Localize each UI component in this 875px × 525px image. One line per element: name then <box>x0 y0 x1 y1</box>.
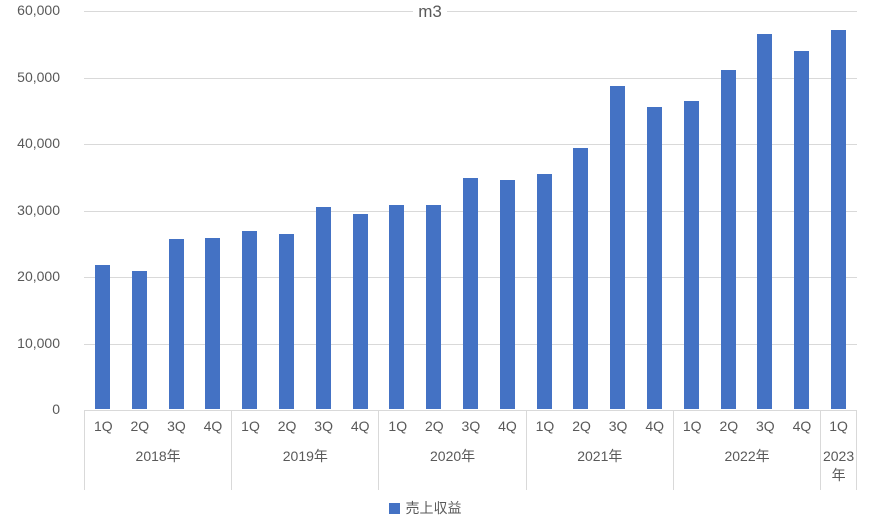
quarter-label: 3Q <box>608 418 628 434</box>
x-group-2020年: 1Q 2Q 3Q 4Q 2020年 <box>378 410 525 490</box>
quarter-label-row: 1Q 2Q 3Q 4Q <box>232 410 378 442</box>
bar-2020年-4Q <box>499 179 515 409</box>
bar-2018年-1Q <box>94 265 110 409</box>
quarter-label: 2Q <box>277 418 297 434</box>
year-label: 2018年 <box>135 448 181 464</box>
quarter-label-row: 1Q 2Q 3Q 4Q <box>85 410 231 442</box>
y-tick-label: 20,000 <box>17 268 60 284</box>
bar-2018年-3Q <box>168 238 184 409</box>
year-label: 2023年 <box>822 448 855 483</box>
x-group-2023年: 1Q 2023年 <box>820 410 857 490</box>
year-label: 2020年 <box>430 448 476 464</box>
plot-area <box>84 11 857 411</box>
bar-2019年-1Q <box>242 230 258 409</box>
year-label: 2019年 <box>282 448 328 464</box>
quarter-label: 2Q <box>424 418 444 434</box>
bar-2019年-4Q <box>352 213 368 409</box>
year-label: 2022年 <box>724 448 770 464</box>
y-tick-label: 10,000 <box>17 334 60 351</box>
y-tick-label: 30,000 <box>17 201 60 218</box>
gridline <box>84 77 857 79</box>
bar-2022年-1Q <box>683 101 699 409</box>
quarter-label: 3Q <box>167 418 186 434</box>
bar-2018年-2Q <box>131 271 147 409</box>
quarter-label: 3Q <box>756 418 775 434</box>
quarter-label-row: 1Q 2Q 3Q 4Q <box>527 410 673 442</box>
quarter-label: 4Q <box>792 418 812 434</box>
legend: 売上収益 <box>0 499 850 517</box>
y-tick-label: 0 <box>52 401 60 417</box>
quarter-label: 3Q <box>461 418 481 434</box>
quarter-label-row: 1Q 2Q 3Q 4Q <box>674 410 820 442</box>
quarter-label-row: 1Q 2Q 3Q 4Q <box>379 410 525 442</box>
bar-2019年-3Q <box>315 207 331 409</box>
x-group-2022年: 1Q 2Q 3Q 4Q 2022年 <box>672 410 820 490</box>
quarter-label: 2Q <box>130 418 150 434</box>
x-axis: 1Q 2Q 3Q 4Q 2018年 1Q 2Q 3Q 4Q 2019年 1Q 2Q 3Q 4Q 2020年 1… <box>84 410 857 490</box>
bar-2022年-4Q <box>794 50 810 409</box>
quarter-label: 3Q <box>314 418 333 434</box>
bar-2020年-2Q <box>426 204 442 409</box>
bar-2022年-3Q <box>757 33 773 409</box>
bar-2021年-2Q <box>573 147 589 409</box>
x-group-2021年: 1Q 2Q 3Q 4Q 2021年 <box>525 410 673 490</box>
gridline <box>84 144 857 145</box>
quarter-label: 2Q <box>572 418 591 434</box>
year-label: 2021年 <box>577 448 623 464</box>
quarter-label: 1Q <box>388 418 408 434</box>
y-axis: 60,000 50,000 40,000 30,000 20,000 10,000 0 <box>0 0 60 430</box>
quarter-label: 4Q <box>203 418 223 434</box>
x-axis-line <box>84 410 857 411</box>
x-group-2019年: 1Q 2Q 3Q 4Q 2019年 <box>231 410 378 490</box>
quarter-label: 1Q <box>93 418 113 434</box>
x-group-2018年: 1Q 2Q 3Q 4Q 2018年 <box>84 410 231 490</box>
quarter-label: 1Q <box>535 418 555 434</box>
quarter-label: 1Q <box>241 418 260 434</box>
bar-2021年-1Q <box>536 174 552 409</box>
bar-2019年-2Q <box>278 233 294 409</box>
quarter-label: 4Q <box>350 418 370 434</box>
bar-2022年-2Q <box>720 70 736 409</box>
bar-2020年-1Q <box>389 204 405 409</box>
bar-2020年-3Q <box>463 178 478 409</box>
bar-2018年-4Q <box>205 237 221 409</box>
bar-2021年-4Q <box>647 107 663 409</box>
quarter-label: 4Q <box>645 418 665 434</box>
legend-label: 売上収益 <box>405 500 462 516</box>
y-tick-label: 50,000 <box>17 68 60 85</box>
quarter-label: 1Q <box>682 418 702 434</box>
chart-title: m3 <box>413 2 447 22</box>
y-tick-label: 40,000 <box>17 135 60 151</box>
legend-swatch-icon <box>388 502 400 514</box>
bar-2021年-3Q <box>610 85 626 409</box>
gridline <box>84 11 857 12</box>
quarter-label: 1Q <box>829 418 848 434</box>
quarter-label-row: 1Q <box>821 410 856 442</box>
chart-title-row: m3 <box>0 2 860 22</box>
quarter-label: 4Q <box>498 418 517 434</box>
quarter-label: 2Q <box>719 418 739 434</box>
bar-2023年-1Q <box>831 30 847 409</box>
y-tick-label: 60,000 <box>17 2 60 18</box>
